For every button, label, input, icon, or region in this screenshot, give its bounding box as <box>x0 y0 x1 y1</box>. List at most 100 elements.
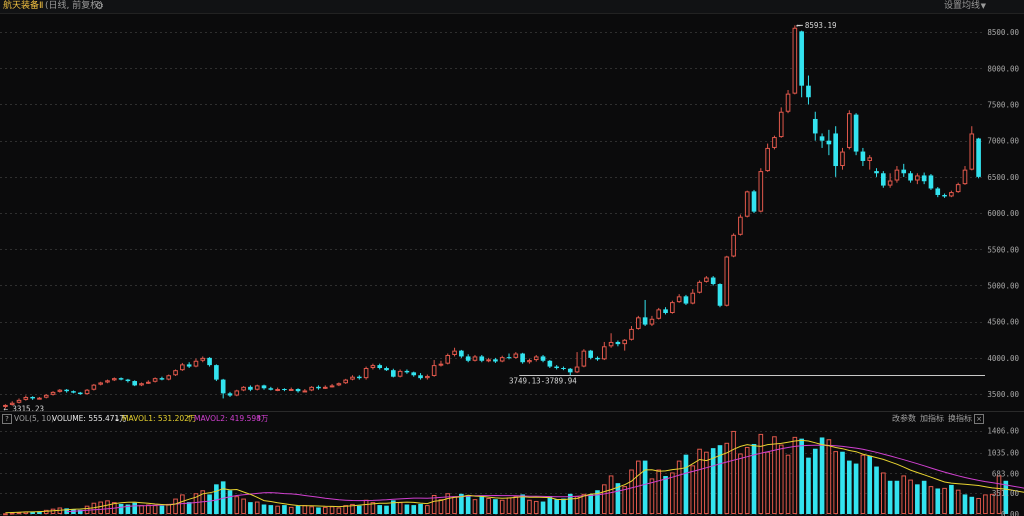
chevron-down-icon[interactable]: ▼ <box>980 2 986 10</box>
price-annotations: ← 8593.19 ← 3315.23 <box>3 21 836 414</box>
volume-bar <box>105 500 110 514</box>
candle-body <box>302 390 308 393</box>
candle-body <box>704 277 709 282</box>
candle-body <box>465 356 471 361</box>
volume-tick-label: 683.00 <box>992 469 1020 478</box>
volume-bar <box>459 493 464 514</box>
volume-bar <box>846 460 852 514</box>
volume-bar <box>248 502 253 514</box>
candle-body <box>200 357 206 361</box>
volume-bar <box>139 505 144 515</box>
candle-body <box>840 151 845 167</box>
volume-bar <box>731 430 736 514</box>
volume-bar <box>629 469 634 514</box>
volume-bar <box>901 475 907 514</box>
volume-bar <box>3 513 8 516</box>
arrow-down-icon: ↓ <box>114 414 121 423</box>
candle-body <box>676 296 682 303</box>
volume-bar <box>574 496 580 515</box>
candle-body <box>30 396 35 399</box>
volume-bar <box>758 433 764 514</box>
volume-bar <box>588 494 593 514</box>
candle-body <box>9 402 15 405</box>
volume-bar <box>853 463 859 514</box>
candle-body <box>887 180 893 186</box>
price-tick-label: 5500.00 <box>987 245 1019 254</box>
volume-bar <box>527 499 532 515</box>
help-icon[interactable]: ? <box>2 414 12 424</box>
gear-icon[interactable]: ⚙ <box>95 1 104 12</box>
add-indicator-button[interactable]: 加指标 <box>920 414 944 423</box>
candle-body <box>77 392 83 395</box>
volume-bar <box>554 499 559 514</box>
volume-bar <box>778 444 784 514</box>
volume-bar <box>118 503 124 514</box>
candle-body <box>248 386 253 390</box>
candle-body <box>180 364 185 371</box>
volume-bar <box>418 503 423 514</box>
candle-body <box>533 356 539 361</box>
volume-bar <box>336 507 342 514</box>
candle-body <box>697 281 702 293</box>
candle-body <box>656 309 662 319</box>
candle-body <box>275 389 280 392</box>
candle-body <box>452 350 457 355</box>
candle-body <box>459 350 464 357</box>
candle-body <box>540 356 546 361</box>
candle-body <box>819 136 825 141</box>
candle-body <box>969 133 975 170</box>
candle-body <box>601 346 607 360</box>
price-tick-label: 7500.00 <box>987 100 1019 109</box>
volume-bar <box>30 511 35 514</box>
set-moving-average-button[interactable]: 设置均线 <box>943 1 980 11</box>
chart-mode-label: (日线, 前复权) <box>45 1 103 11</box>
volume-bar <box>472 499 478 514</box>
volume-panel-header: ? VOL(5, 10) VOLUME: 555.471万 ↓ MAVOL1: … <box>0 411 1024 425</box>
volume-bar <box>785 454 791 514</box>
volume-bar <box>649 478 655 514</box>
high-price-label: ← 8593.19 <box>796 21 837 30</box>
candlestick-series <box>3 25 981 409</box>
candle-body <box>64 389 69 392</box>
candle-body <box>486 359 491 362</box>
close-icon[interactable]: × <box>974 414 984 424</box>
candle-body <box>377 365 383 369</box>
volume-bar <box>915 484 920 514</box>
candle-body <box>547 360 553 367</box>
volume-tick-label: 1035.00 <box>987 449 1019 458</box>
volume-bar <box>486 497 491 515</box>
reference-line-group: 3749.13-3789.94 <box>509 375 985 386</box>
volume-tick-label: 351.00 <box>992 489 1020 498</box>
candle-body <box>928 175 934 189</box>
volume-bar <box>37 511 42 514</box>
candle-body <box>595 357 600 360</box>
volume-bar <box>540 501 546 514</box>
volume-bar <box>867 455 873 514</box>
candle-body <box>234 390 240 396</box>
volume-bar <box>43 509 49 515</box>
candle-body <box>363 368 369 379</box>
volume-bar <box>329 506 335 514</box>
candle-body <box>404 370 410 373</box>
candle-body <box>268 388 274 390</box>
volume-bar <box>894 480 900 514</box>
candle-body <box>976 138 981 177</box>
volume-bar <box>833 451 838 514</box>
change-params-button[interactable]: 改参数 <box>892 414 916 423</box>
volume-bar <box>173 498 178 514</box>
candle-body <box>288 389 294 392</box>
switch-indicator-button[interactable]: 换指标 <box>948 414 972 423</box>
volume-bar <box>227 490 233 514</box>
candle-body <box>57 389 63 392</box>
volume-bar <box>152 505 158 515</box>
candle-body <box>527 360 532 363</box>
candle-body <box>649 318 655 325</box>
candle-body <box>792 27 798 94</box>
price-tick-label: 5000.00 <box>987 281 1019 290</box>
header-bar: 航天装备Ⅱ (日线, 前复权) ⚙ 设置均线 ▼ <box>0 0 1024 14</box>
candle-body <box>384 368 389 371</box>
volume-bar <box>969 496 975 514</box>
volume-bar <box>670 472 675 515</box>
candle-body <box>867 157 873 161</box>
volume-bar <box>976 497 981 515</box>
